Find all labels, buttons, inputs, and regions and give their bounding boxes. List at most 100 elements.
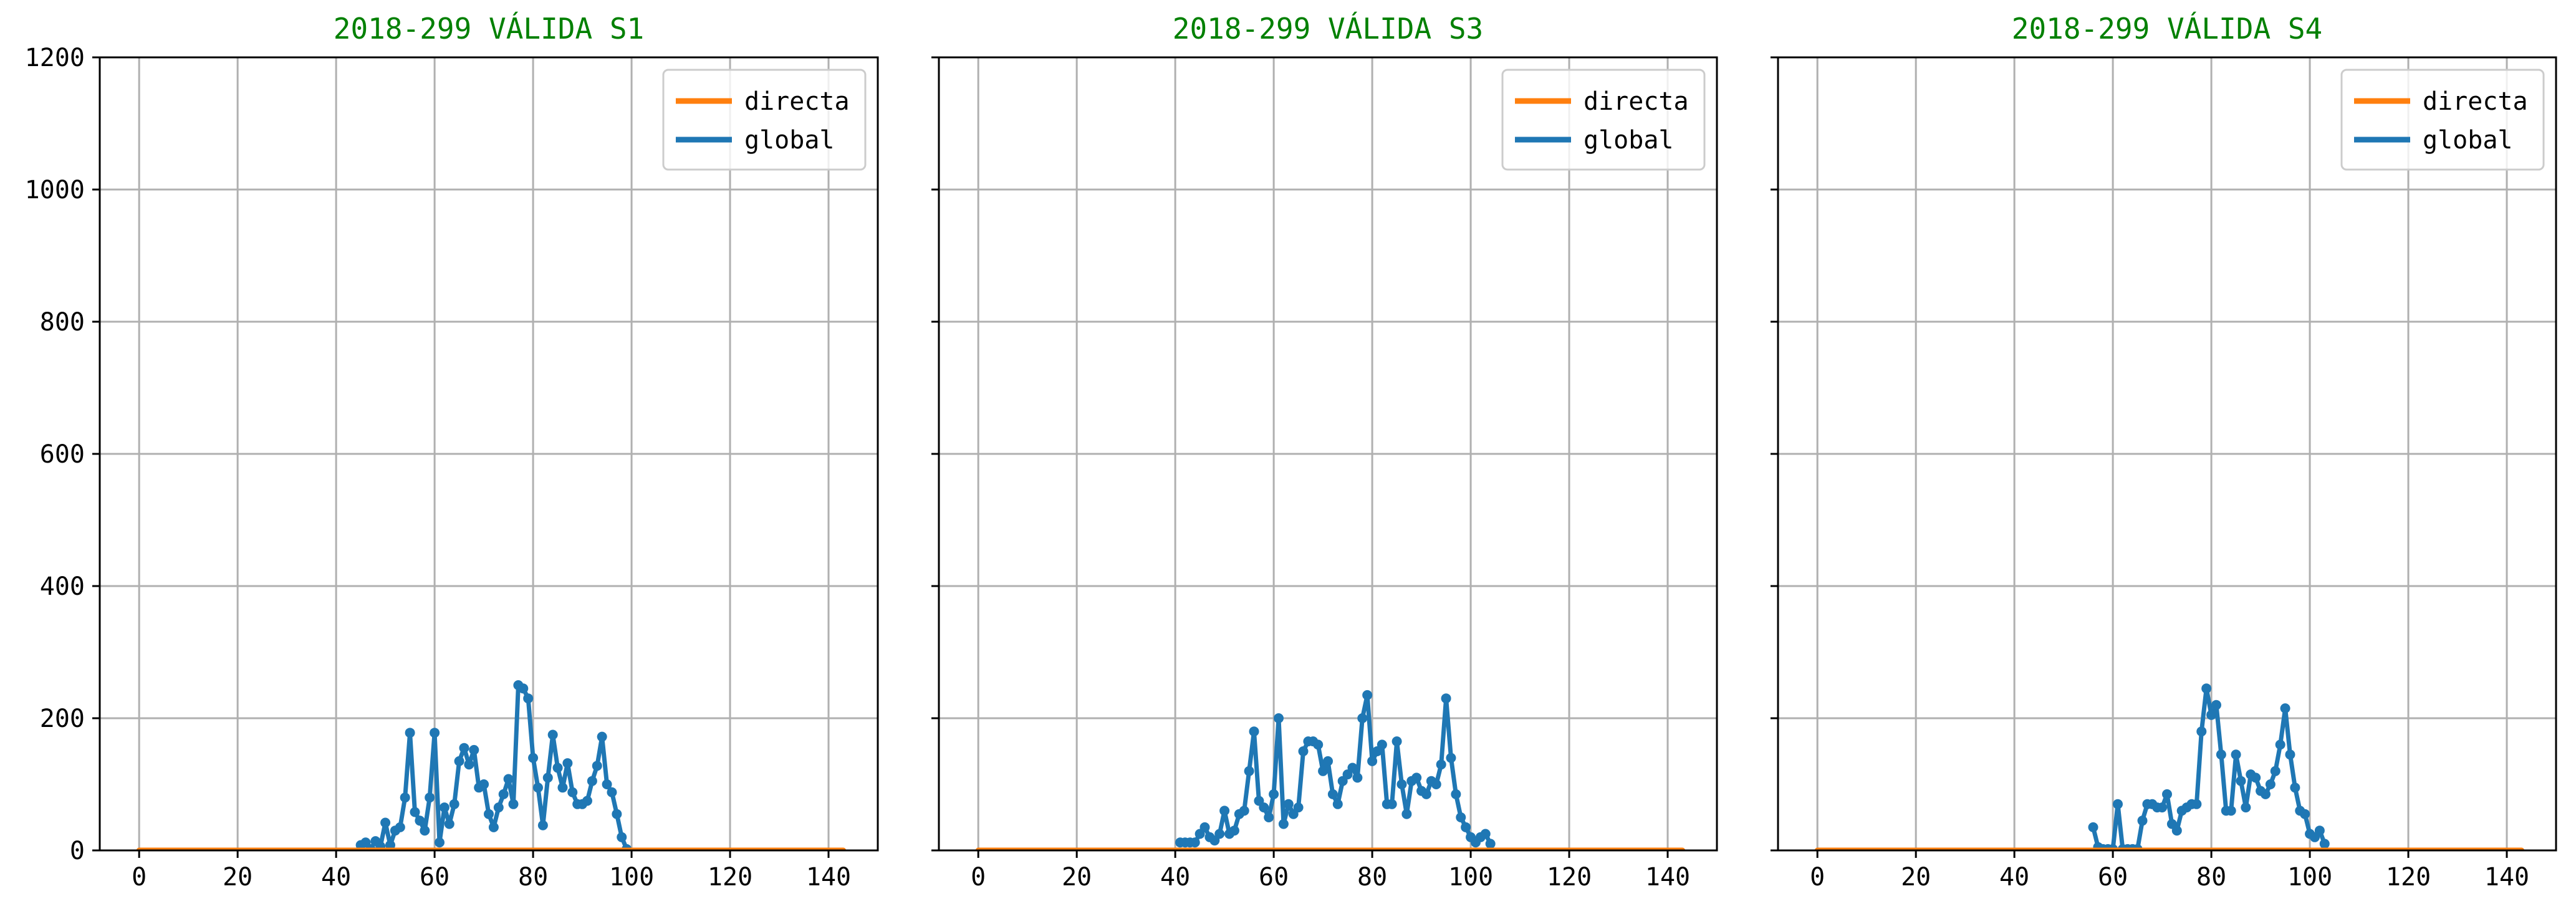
- x-tick-label: 120: [1547, 863, 1592, 892]
- chart-panel-s4: 2018-299 VÁLIDA S4 0 20 40 60 80 100 120 140 dire…: [1771, 12, 2557, 892]
- data-point-global: [2251, 772, 2261, 783]
- data-point-global: [1332, 799, 1343, 809]
- data-point-global: [430, 728, 440, 738]
- data-point-global: [1446, 753, 1456, 763]
- x-tick-label: 120: [2386, 863, 2431, 892]
- x-tick-label: 60: [2098, 863, 2128, 892]
- data-point-global: [2171, 825, 2182, 836]
- legend-label-global: global: [1584, 126, 1674, 155]
- data-point-global: [1431, 779, 1441, 789]
- data-point-global: [400, 792, 410, 803]
- data-point-global: [2270, 766, 2280, 776]
- data-point-global: [1318, 766, 1329, 776]
- legend-label-global: global: [2423, 126, 2513, 155]
- data-point-global: [607, 787, 617, 797]
- data-point-global: [444, 819, 454, 829]
- data-point-global: [1352, 772, 1363, 783]
- legend-box: [1501, 69, 1706, 171]
- data-point-global: [2280, 703, 2290, 714]
- series-global: [355, 680, 632, 850]
- x-tick-label: 100: [609, 863, 654, 892]
- data-point-global: [1249, 726, 1259, 737]
- data-point-global: [1436, 759, 1446, 770]
- data-point-global: [1264, 812, 1274, 822]
- data-point-global: [1219, 806, 1230, 816]
- legend: directa global: [662, 69, 867, 171]
- data-point-global: [592, 761, 602, 771]
- y-tick-label: 400: [40, 572, 85, 601]
- data-point-global: [2216, 749, 2226, 760]
- legend-label-global: global: [744, 126, 835, 155]
- data-point-global: [395, 822, 405, 832]
- data-point-global: [488, 822, 499, 832]
- data-point-global: [1278, 819, 1289, 829]
- data-point-global: [1244, 766, 1254, 776]
- data-point-global: [2285, 749, 2295, 760]
- data-point-global: [537, 820, 548, 830]
- data-point-global: [562, 758, 573, 769]
- data-point-global: [1401, 809, 1412, 819]
- data-point-global: [1313, 739, 1324, 750]
- data-point-global: [410, 807, 420, 817]
- chart-panel-s3: 2018-299 VÁLIDA S3 0 20 40 60 80 100 120 140 dire…: [931, 12, 1718, 892]
- data-point-global: [1396, 779, 1407, 789]
- data-point-global: [587, 776, 597, 786]
- y-tick-label: 1000: [25, 176, 85, 204]
- x-tick-label: 80: [518, 863, 548, 892]
- chart-panel-s1: 2018-299 VÁLIDA S1 0 20 40 60 80 100 120 140 0 200…: [25, 12, 879, 892]
- chart-title: 2018-299 VÁLIDA S1: [334, 12, 645, 46]
- y-tick-label: 600: [40, 440, 85, 469]
- data-point-global: [1485, 839, 1496, 849]
- data-point-global: [459, 743, 469, 753]
- y-tick-label: 1200: [25, 44, 85, 72]
- data-point-global: [1293, 802, 1304, 813]
- data-point-global: [542, 772, 553, 783]
- data-point-global: [420, 825, 430, 836]
- y-tick-label: 0: [70, 837, 85, 865]
- data-point-global: [1441, 693, 1451, 704]
- legend-box: [2340, 69, 2545, 171]
- axes-frame: [99, 56, 879, 852]
- data-point-global: [2241, 802, 2251, 813]
- data-point-global: [1214, 829, 1225, 839]
- x-tick-label: 0: [971, 863, 986, 892]
- data-point-global: [1387, 799, 1397, 809]
- x-tick-label: 0: [132, 863, 147, 892]
- x-tick-label: 140: [2484, 863, 2529, 892]
- data-point-global: [552, 762, 563, 773]
- data-point-global: [1298, 746, 1309, 756]
- data-point-global: [1451, 789, 1461, 799]
- series-global: [2088, 683, 2330, 850]
- data-point-global: [582, 796, 592, 806]
- data-point-global: [1274, 713, 1284, 723]
- data-point-global: [493, 802, 504, 813]
- x-tick-label: 20: [1901, 863, 1931, 892]
- data-point-global: [1362, 690, 1373, 700]
- x-tick-label: 140: [806, 863, 851, 892]
- x-tick-label: 20: [1062, 863, 1092, 892]
- data-point-global: [1377, 739, 1387, 750]
- x-tick-label: 60: [1259, 863, 1289, 892]
- data-point-global: [1391, 736, 1402, 747]
- data-point-global: [415, 815, 425, 826]
- data-point-global: [612, 809, 622, 819]
- data-point-global: [2265, 779, 2276, 789]
- data-point-global: [2196, 726, 2207, 737]
- data-point-global: [1367, 756, 1378, 766]
- data-point-global: [1229, 825, 1239, 836]
- data-point-global: [1259, 802, 1269, 813]
- axes-frame: [1777, 56, 2557, 852]
- data-point-global: [449, 799, 459, 809]
- data-point-global: [425, 792, 435, 803]
- x-tick-label: 60: [420, 863, 449, 892]
- data-point-global: [1461, 822, 1471, 832]
- data-point-global: [1189, 837, 1200, 848]
- x-tick-label: 40: [1160, 863, 1190, 892]
- x-tick-label: 80: [1357, 863, 1387, 892]
- data-point-global: [464, 759, 474, 770]
- data-point-global: [567, 787, 578, 797]
- legend-label-directa: directa: [744, 87, 850, 116]
- legend: directa global: [1501, 69, 1706, 171]
- data-point-global: [1347, 762, 1358, 773]
